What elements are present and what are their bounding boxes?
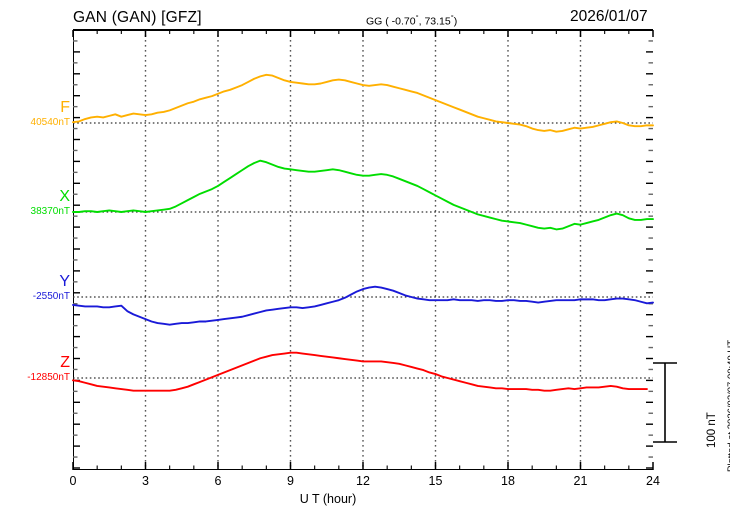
plot-top-border [73, 29, 653, 31]
x-tick-15: 15 [428, 474, 443, 488]
component-symbol-F: F [60, 99, 70, 116]
scale-bar-label: 100 nT [706, 412, 718, 448]
x-tick-21: 21 [573, 474, 588, 488]
x-tick-0: 0 [69, 474, 77, 488]
plotted-at-timestamp: Plotted at 2026/02/07 00:49 UT [726, 339, 730, 472]
degree-symbol-lat: ° [415, 13, 419, 22]
trace-F [72, 73, 654, 133]
component-symbol-Z: Z [60, 354, 70, 371]
component-baseline-X: 38370nT [30, 206, 70, 217]
component-label-Z: Z -12850nT [8, 355, 70, 384]
x-axis-title-text: U T (hour) [299, 492, 357, 506]
degree-symbol-lon: ° [450, 13, 454, 22]
x-tick-12: 12 [356, 474, 370, 488]
component-baseline-F: 40540nT [30, 117, 70, 128]
x-tick-9: 9 [287, 474, 294, 488]
geographic-coordinates: GG ( -0.70°, 73.15°) [366, 13, 457, 28]
trace-X [72, 159, 654, 231]
component-symbol-X: X [59, 188, 70, 205]
component-symbol-Y: Y [59, 273, 70, 290]
component-label-X: X 38370nT [8, 189, 70, 218]
coords-prefix: GG ( -0.70 [366, 15, 416, 28]
x-tick-24: 24 [646, 474, 660, 488]
component-label-F: F 40540nT [8, 100, 70, 129]
x-tick-6: 6 [214, 474, 222, 488]
x-axis-title: U T (hour) [0, 492, 730, 506]
x-tick-18: 18 [501, 474, 515, 488]
trace-Y [72, 285, 654, 326]
x-tick-3: 3 [142, 474, 149, 488]
component-baseline-Z: -12850nT [27, 372, 70, 383]
component-label-Y: Y -2550nT [8, 274, 70, 303]
station-title: GAN (GAN) [GFZ] [73, 9, 202, 26]
trace-Z [72, 351, 648, 392]
coords-middle: , 73.15 [418, 15, 451, 28]
component-baseline-Y: -2550nT [32, 291, 70, 302]
observation-date: 2026/01/07 [570, 8, 648, 25]
coords-suffix: ) [453, 15, 458, 28]
